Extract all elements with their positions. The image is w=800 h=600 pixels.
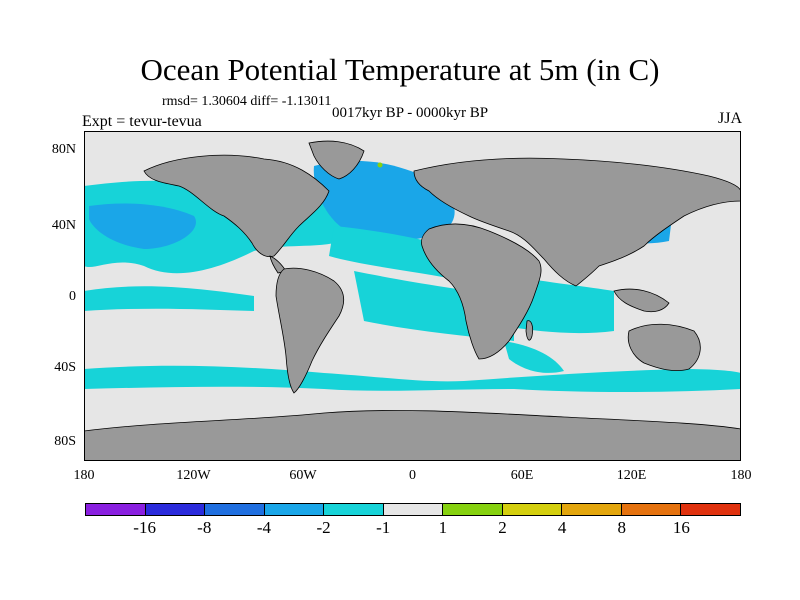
longitude-label: 60E bbox=[510, 468, 534, 483]
colorbar-label: -8 bbox=[197, 518, 212, 537]
australia bbox=[627, 323, 701, 371]
colorbar-label: 2 bbox=[498, 518, 507, 537]
latitude-label: 80S bbox=[54, 434, 76, 449]
latitude-label: 0 bbox=[69, 289, 76, 304]
colorbar-label: -1 bbox=[376, 518, 391, 537]
southern-ocean-anomaly bbox=[84, 365, 741, 392]
colorbar-swatch bbox=[324, 504, 384, 515]
equatorial-pacific-anomaly bbox=[84, 286, 254, 311]
longitude-label: 180 bbox=[730, 468, 752, 483]
colorbar-label: 8 bbox=[617, 518, 626, 537]
map-title: Ocean Potential Temperature at 5m (in C) bbox=[140, 52, 660, 87]
agulhas-anomaly bbox=[504, 341, 564, 373]
north-america bbox=[143, 154, 330, 258]
eurasia bbox=[413, 157, 741, 287]
latitude-label: 80N bbox=[51, 142, 76, 157]
colorbar-label: 4 bbox=[557, 518, 567, 537]
colorbar-label: 16 bbox=[672, 518, 690, 537]
colorbar-swatch bbox=[264, 504, 325, 515]
colorbar-swatch bbox=[145, 504, 206, 515]
positive-anomaly-spot bbox=[377, 162, 383, 168]
colorbar-label: 1 bbox=[438, 518, 448, 537]
colorbar-swatch bbox=[383, 504, 444, 515]
maritime-continent bbox=[613, 288, 670, 313]
latitude-label: 40N bbox=[51, 218, 76, 233]
longitude-label: 120W bbox=[176, 468, 211, 483]
north-pacific-core-anomaly bbox=[89, 203, 196, 249]
longitude-label: 180 bbox=[73, 468, 95, 483]
colorbar-swatch bbox=[681, 504, 741, 515]
madagascar bbox=[525, 320, 534, 341]
colorbar-swatch bbox=[86, 504, 146, 515]
colorbar-swatch bbox=[562, 504, 622, 515]
map-frame bbox=[84, 131, 741, 461]
longitude-label: 60W bbox=[289, 468, 317, 483]
experiment-label: Expt = tevur-tevua bbox=[82, 113, 202, 130]
subtropical-atlantic-anomaly bbox=[329, 226, 464, 281]
colorbar-swatch bbox=[621, 504, 682, 515]
season-label: JJA bbox=[717, 110, 742, 127]
south-america bbox=[275, 267, 345, 394]
colorbar-swatch bbox=[205, 504, 265, 515]
longitude-label: 0 bbox=[409, 468, 416, 483]
colorbar bbox=[85, 503, 741, 516]
africa bbox=[421, 223, 542, 360]
rmsd-diff-stats: rmsd= 1.30604 diff= -1.13011 bbox=[162, 94, 332, 109]
greenland bbox=[308, 140, 365, 180]
latitude-label: 40S bbox=[54, 360, 76, 375]
colorbar-label: -4 bbox=[256, 518, 271, 537]
longitude-label: 120E bbox=[616, 468, 647, 483]
time-period: 0017kyr BP - 0000kyr BP bbox=[331, 105, 489, 121]
colorbar-label: -16 bbox=[133, 518, 156, 537]
temperature-difference-map bbox=[84, 131, 741, 461]
colorbar-swatch bbox=[443, 504, 503, 515]
colorbar-swatch bbox=[502, 504, 563, 515]
antarctica bbox=[84, 410, 741, 461]
colorbar-label: -2 bbox=[316, 518, 331, 537]
